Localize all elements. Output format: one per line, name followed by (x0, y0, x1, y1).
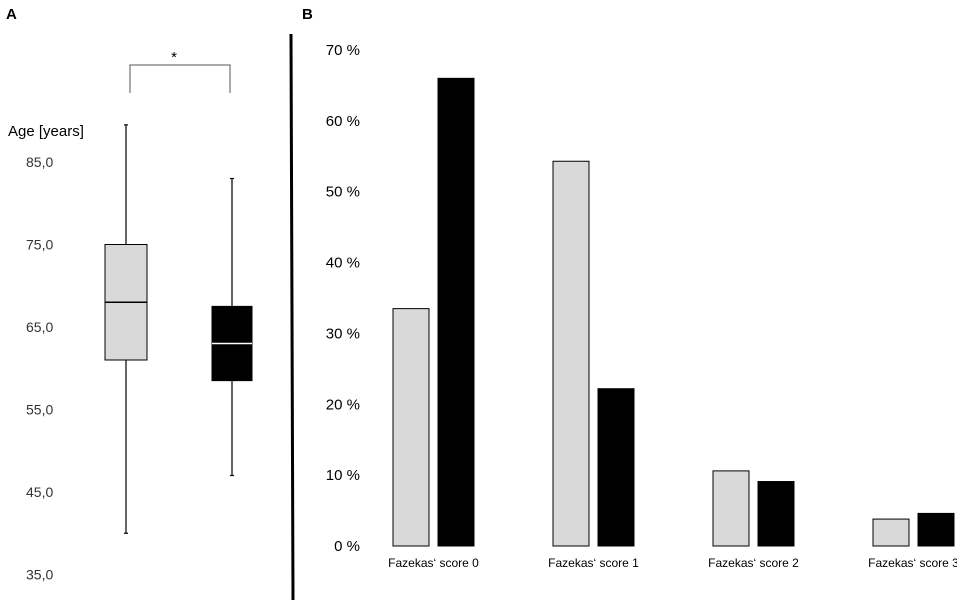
y-tick-label: 50 % (326, 184, 360, 201)
panel-a-y-axis-title: Age [years] (8, 123, 84, 140)
y-tick-label: 85,0 (26, 154, 53, 170)
bar (552, 160, 590, 547)
y-tick-label: 45,0 (26, 484, 53, 500)
x-category-label: Fazekas‘ score 2 (708, 556, 799, 570)
y-tick-label: 60 % (326, 113, 360, 130)
y-tick-label: 70 % (326, 42, 360, 59)
x-category-label: Fazekas‘ score 1 (548, 556, 639, 570)
panel-a-label: A (6, 6, 17, 23)
bar (712, 470, 750, 547)
x-category-label: Fazekas‘ score 0 (388, 556, 479, 570)
y-tick-label: 75,0 (26, 237, 53, 253)
y-tick-label: 35,0 (26, 567, 53, 583)
panel-b-bar-chart: 70 % 60 % 50 % 40 % 30 % 20 % 10 % 0 % Fazekas‘ … (326, 42, 957, 570)
significance-bracket (129, 64, 231, 93)
bar (872, 518, 910, 547)
bar (917, 512, 955, 547)
y-tick-label: 40 % (326, 255, 360, 272)
bar (437, 77, 475, 547)
y-tick-label: 20 % (326, 396, 360, 413)
significance-marker: * (171, 49, 177, 66)
y-tick-label: 0 % (334, 538, 360, 555)
bar (597, 388, 635, 547)
x-category-label: Fazekas‘ score 3 (868, 556, 957, 570)
y-tick-label: 55,0 (26, 402, 53, 418)
panel-b-label: B (302, 6, 313, 23)
panel-a-box-plot: 85,0 75,0 65,0 55,0 45,0 35,0 * (26, 49, 253, 583)
y-tick-label: 65,0 (26, 319, 53, 335)
y-tick-label: 10 % (326, 467, 360, 484)
panel-divider (289, 33, 295, 601)
bar (757, 481, 795, 547)
y-tick-label: 30 % (326, 325, 360, 342)
bar (392, 308, 430, 547)
